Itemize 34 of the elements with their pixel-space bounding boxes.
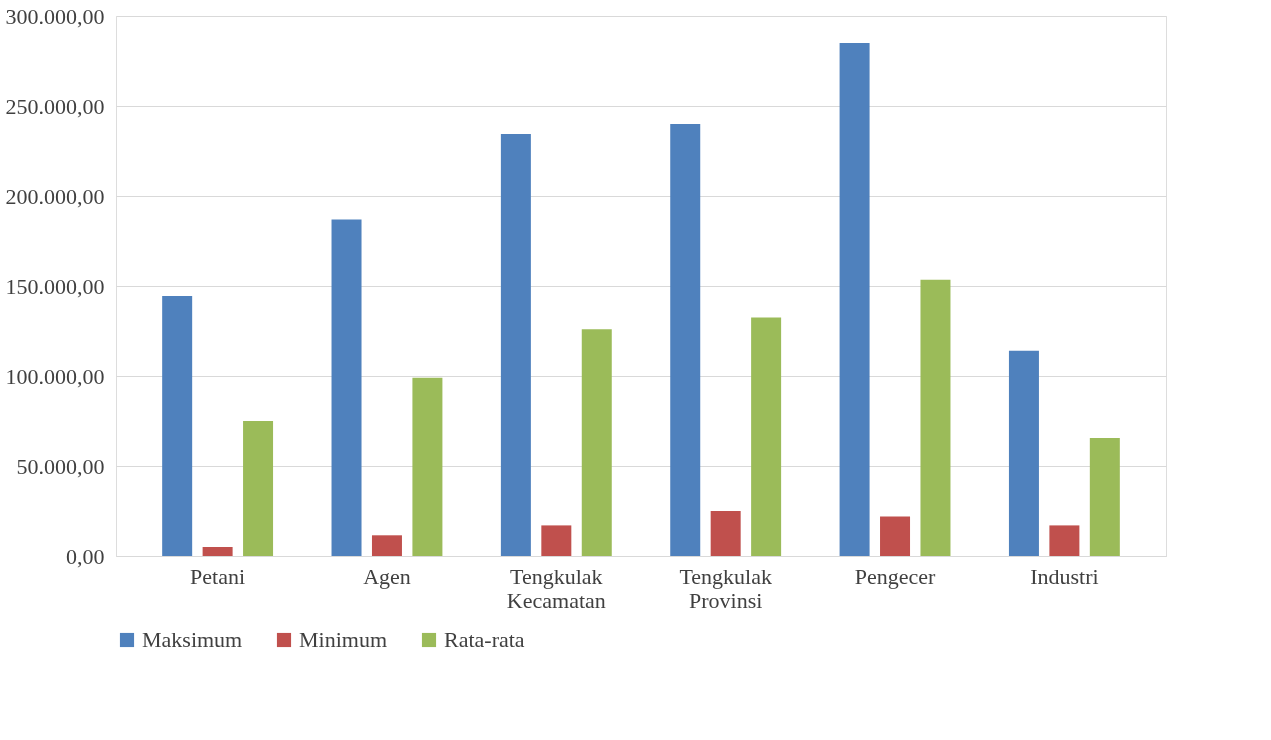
legend-label: Minimum (299, 627, 388, 652)
bar (500, 133, 531, 556)
bar (243, 421, 274, 556)
bar (839, 43, 870, 556)
bar (880, 516, 911, 556)
x-tick-label: Pengecer (854, 563, 937, 589)
x-tick-label: Industri (1030, 563, 1099, 589)
y-tick-label: 0,00 (66, 543, 105, 569)
bar (412, 377, 443, 556)
legend-label: Maksimum (142, 627, 243, 652)
y-tick-label: 50.000,00 (16, 453, 105, 479)
x-tick-label: Petani (190, 563, 246, 589)
x-tick-label: Tengkulak Kecamatan (506, 563, 606, 613)
y-tick-label: 200.000,00 (5, 183, 105, 209)
y-tick-label: 150.000,00 (5, 273, 105, 299)
bar (371, 535, 402, 556)
bar (581, 329, 612, 556)
bar (202, 547, 233, 556)
bar (710, 511, 741, 556)
y-tick-label: 100.000,00 (5, 363, 105, 389)
bar (751, 317, 782, 556)
y-tick-label: 250.000,00 (5, 93, 105, 119)
bar (1089, 438, 1120, 556)
bar (331, 219, 362, 556)
x-tick-label: Agen (363, 563, 411, 589)
bar (920, 279, 951, 556)
bar (1008, 350, 1039, 556)
bar (670, 124, 701, 556)
bar (541, 525, 572, 556)
y-tick-label: 300.000,00 (5, 3, 105, 29)
bar (1049, 525, 1080, 556)
bar (162, 295, 193, 556)
legend-label: Rata-rata (444, 627, 525, 652)
x-tick-label: Tengkulak Provinsi (679, 563, 772, 613)
